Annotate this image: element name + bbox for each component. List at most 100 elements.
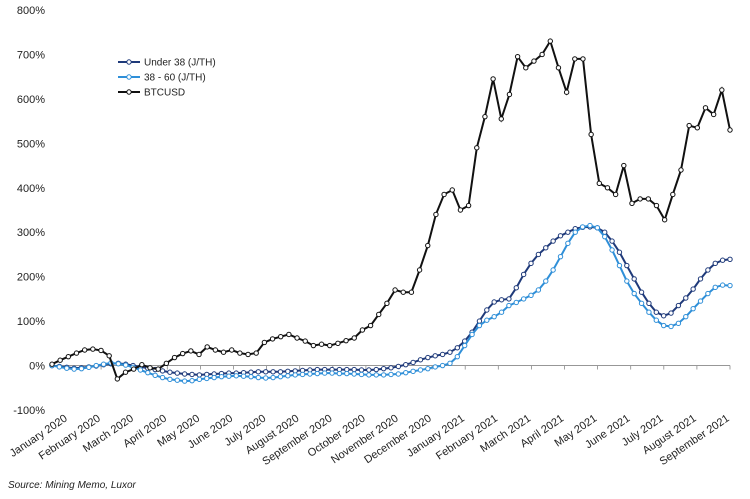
- data-point: [248, 373, 254, 380]
- data-point: [653, 309, 660, 315]
- data-point: [447, 360, 453, 367]
- data-point: [78, 365, 85, 372]
- data-point: [646, 300, 652, 307]
- data-point: [159, 368, 166, 374]
- data-point: [498, 309, 505, 315]
- data-point: [425, 242, 431, 249]
- data-point: [181, 378, 188, 384]
- legend-item: Under 38 (J/TH): [118, 58, 216, 69]
- data-point: [163, 360, 170, 367]
- data-point: [167, 376, 173, 383]
- data-point: [690, 286, 696, 292]
- data-point: [490, 76, 496, 82]
- data-point: [727, 282, 733, 289]
- data-point: [506, 296, 512, 302]
- data-point: [139, 361, 145, 368]
- data-point: [174, 370, 180, 376]
- data-point: [196, 372, 203, 378]
- data-point: [457, 207, 464, 213]
- data-point: [447, 349, 453, 355]
- data-point: [329, 370, 335, 376]
- data-point: [145, 369, 151, 376]
- data-point: [292, 372, 298, 378]
- data-point: [565, 229, 571, 235]
- data-point: [454, 353, 461, 360]
- data-point: [579, 224, 586, 230]
- data-point: [384, 300, 390, 307]
- data-point: [702, 105, 709, 111]
- data-point: [528, 292, 534, 299]
- data-point: [520, 296, 527, 302]
- data-point: [115, 361, 122, 367]
- data-point: [403, 361, 409, 368]
- data-point: [712, 260, 718, 267]
- data-point: [705, 290, 711, 297]
- data-point: [248, 369, 254, 375]
- y-tick-label: 500%: [17, 138, 45, 150]
- data-point: [491, 299, 497, 305]
- data-point: [100, 361, 107, 367]
- data-point: [90, 346, 96, 352]
- data-point: [514, 53, 521, 60]
- data-point: [686, 122, 692, 129]
- data-point: [523, 65, 529, 71]
- data-point: [395, 363, 402, 370]
- data-point: [668, 323, 674, 330]
- data-point: [302, 338, 308, 344]
- data-point: [270, 374, 276, 381]
- data-point: [395, 371, 402, 377]
- data-point: [484, 307, 490, 313]
- data-point: [727, 127, 733, 133]
- data-point: [653, 317, 660, 323]
- data-point: [137, 367, 144, 373]
- data-point: [343, 337, 349, 344]
- data-point: [624, 278, 630, 284]
- data-point: [683, 313, 689, 320]
- data-point: [616, 262, 623, 269]
- data-point: [233, 373, 239, 379]
- data-point: [114, 376, 121, 382]
- data-point: [240, 373, 247, 379]
- y-tick-label: -100%: [13, 405, 45, 417]
- legend-label: Under 38 (J/TH): [144, 58, 216, 69]
- y-tick-label: 400%: [17, 183, 45, 195]
- series-btcusd: [49, 38, 733, 382]
- data-point: [609, 238, 615, 244]
- data-point: [388, 365, 394, 371]
- data-point: [439, 351, 446, 358]
- data-point: [506, 91, 513, 98]
- data-point: [513, 285, 519, 291]
- data-point: [580, 56, 586, 62]
- data-point: [286, 331, 292, 338]
- data-point: [211, 374, 217, 381]
- data-point: [403, 369, 409, 376]
- data-point: [218, 373, 225, 380]
- data-point: [285, 368, 291, 375]
- data-point: [367, 322, 374, 329]
- data-point: [263, 369, 269, 375]
- data-point: [321, 370, 328, 376]
- data-point: [416, 267, 423, 273]
- data-point: [670, 191, 676, 198]
- data-point: [122, 369, 129, 375]
- data-point: [621, 162, 627, 169]
- data-point: [351, 335, 357, 341]
- data-point: [189, 377, 195, 384]
- data-point: [336, 370, 343, 377]
- data-point: [661, 217, 668, 223]
- data-point: [408, 289, 415, 295]
- data-point: [261, 339, 268, 346]
- data-point: [106, 353, 112, 359]
- y-tick-label: 100%: [17, 316, 45, 328]
- data-point: [616, 249, 623, 255]
- data-point: [543, 278, 549, 284]
- data-point: [237, 350, 243, 356]
- data-point: [417, 357, 424, 363]
- data-point: [498, 297, 505, 303]
- data-point: [506, 302, 512, 309]
- legend-marker: [126, 74, 132, 80]
- data-point: [373, 372, 379, 378]
- data-point: [71, 366, 77, 372]
- data-point: [425, 354, 431, 361]
